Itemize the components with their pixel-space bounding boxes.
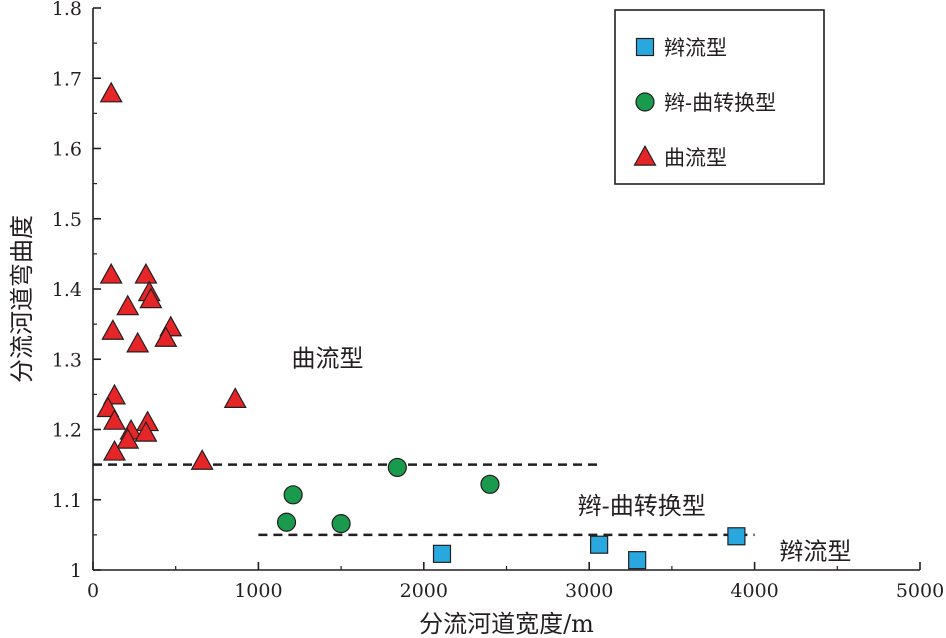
triangle-point bbox=[223, 387, 247, 408]
x-tick-label: 4000 bbox=[730, 580, 778, 602]
circle-point bbox=[283, 485, 303, 505]
y-tick-label: 1.5 bbox=[52, 209, 82, 231]
square-point bbox=[628, 551, 647, 570]
y-axis-title: 分流河道弯曲度 bbox=[8, 215, 36, 383]
circle-point bbox=[331, 514, 351, 534]
y-tick-label: 1.3 bbox=[52, 349, 82, 371]
square-point bbox=[432, 544, 452, 563]
square-point bbox=[727, 527, 746, 546]
threshold-lines bbox=[93, 463, 755, 537]
x-tick-label: 1000 bbox=[234, 580, 282, 602]
y-tick-label: 1.4 bbox=[52, 279, 82, 301]
circle-point bbox=[276, 512, 297, 532]
region-label: 辫流型 bbox=[779, 537, 851, 565]
triangle-point bbox=[99, 81, 123, 103]
legend-label: 辫-曲转换型 bbox=[664, 91, 776, 115]
triangle-point bbox=[126, 331, 150, 353]
triangle-point bbox=[101, 319, 125, 340]
legend-square-marker bbox=[635, 37, 655, 57]
legend-triangle-marker bbox=[633, 144, 657, 166]
triangle-point bbox=[139, 287, 163, 309]
legend-label: 曲流型 bbox=[664, 146, 727, 170]
x-tick-label: 2000 bbox=[400, 580, 448, 602]
x-tick-label: 0 bbox=[87, 580, 99, 602]
triangle-point bbox=[102, 439, 127, 461]
y-tick-label: 1.7 bbox=[52, 68, 82, 90]
y-tick-label: 1.6 bbox=[52, 139, 82, 161]
triangle-point bbox=[134, 262, 158, 284]
y-axis-ticks: 1 1.1 1.2 1.3 1.4 1.5 1.6 1.7 1.8 bbox=[52, 0, 101, 582]
legend-label: 辫流型 bbox=[664, 36, 727, 60]
triangle-point bbox=[134, 420, 158, 442]
triangle-point bbox=[116, 294, 140, 316]
y-tick-label: 1.2 bbox=[52, 420, 82, 442]
triangle-point bbox=[190, 449, 214, 470]
circle-point bbox=[387, 457, 407, 478]
triangle-point bbox=[102, 409, 127, 430]
x-tick-label: 3000 bbox=[565, 580, 613, 602]
triangle-point bbox=[116, 428, 140, 449]
legend-circle-marker bbox=[635, 92, 655, 112]
y-tick-label: 1.1 bbox=[52, 490, 82, 512]
triangle-point bbox=[154, 326, 178, 347]
circle-point bbox=[480, 474, 500, 494]
x-axis-ticks: 0 1000 2000 3000 4000 5000 bbox=[87, 562, 944, 602]
square-point bbox=[590, 535, 609, 554]
region-label: 曲流型 bbox=[291, 344, 363, 372]
y-tick-label: 1.8 bbox=[52, 0, 82, 20]
data-points bbox=[96, 81, 746, 570]
x-axis-title: 分流河道宽度/m bbox=[419, 610, 594, 638]
triangle-point bbox=[99, 262, 123, 284]
y-tick-label: 1 bbox=[70, 560, 82, 582]
x-tick-label: 5000 bbox=[896, 580, 944, 602]
region-label: 辫-曲转换型 bbox=[578, 492, 706, 520]
